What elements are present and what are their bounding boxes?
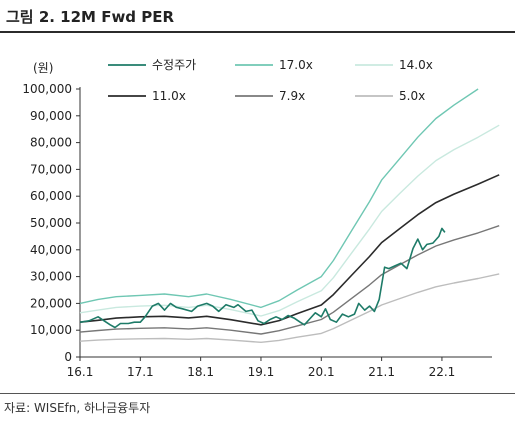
legend-label: 17.0x <box>279 58 313 72</box>
x-tick-label: 19.1 <box>248 365 275 379</box>
x-tick-label: 22.1 <box>429 365 456 379</box>
source-note: 자료: WISEfn, 하나금융투자 <box>4 401 151 415</box>
legend-label: 11.0x <box>152 89 186 103</box>
legend-label: 7.9x <box>279 89 305 103</box>
x-tick-label: 17.1 <box>127 365 154 379</box>
legend-label: 수정주가 <box>152 58 196 72</box>
legend-item: 11.0x <box>108 89 186 103</box>
y-tick-label: 70,000 <box>30 162 72 176</box>
x-tick-label: 16.1 <box>67 365 94 379</box>
y-tick-label: 100,000 <box>22 82 72 96</box>
y-tick-label: 80,000 <box>30 136 72 150</box>
y-tick-label: 60,000 <box>30 189 72 203</box>
series-5-0x-line <box>79 273 500 343</box>
y-unit-label: (원) <box>33 61 53 75</box>
legend-label: 5.0x <box>399 89 425 103</box>
y-tick-label: 30,000 <box>30 270 72 284</box>
x-tick-label: 18.1 <box>187 365 214 379</box>
y-tick-label: 0 <box>64 350 72 364</box>
series-price-line <box>79 227 446 329</box>
page-title: 그림 2. 12M Fwd PER <box>6 8 175 26</box>
series-7-9x-line <box>79 225 500 335</box>
y-tick-label: 90,000 <box>30 109 72 123</box>
x-tick-label: 20.1 <box>308 365 335 379</box>
title-divider <box>0 31 515 33</box>
series-layer <box>79 88 500 343</box>
y-tick-label: 50,000 <box>30 216 72 230</box>
x-tick-label: 21.1 <box>368 365 395 379</box>
legend-item: 17.0x <box>235 58 313 72</box>
legend-item: 수정주가 <box>108 58 196 72</box>
legend-item: 7.9x <box>235 89 305 103</box>
chart: (원) 수정주가 17.0x 14.0x 11.0x 7.9x 5.0x 0 10,000 2… <box>22 58 500 379</box>
legend-item: 5.0x <box>355 89 425 103</box>
series-17-0x-line <box>79 88 479 309</box>
legend-item: 14.0x <box>355 58 433 72</box>
axes: 0 10,000 20,000 30,000 40,000 50,000 60,000 70,… <box>22 82 492 379</box>
y-tick-label: 40,000 <box>30 243 72 257</box>
legend: 수정주가 17.0x 14.0x 11.0x 7.9x 5.0x <box>108 58 433 103</box>
y-tick-label: 20,000 <box>30 296 72 310</box>
y-tick-label: 10,000 <box>30 323 72 337</box>
legend-label: 14.0x <box>399 58 433 72</box>
series-11-0x-line <box>79 174 500 326</box>
footer-divider <box>0 393 515 394</box>
